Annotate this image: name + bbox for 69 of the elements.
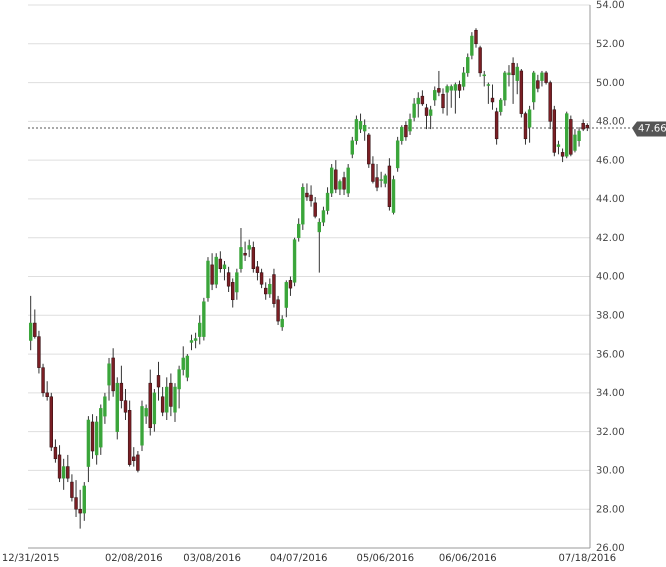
candlestick [433,86,436,106]
y-tick-label: 40.00 [596,272,625,283]
y-tick-label: 32.00 [596,426,625,438]
y-tick-label: 48.00 [596,116,625,128]
candlestick [62,458,66,490]
candlestick [404,120,408,142]
candlestick [424,103,428,130]
x-tick-label: 02/08/2016 [104,553,163,564]
candlestick [454,82,458,114]
candlestick [375,164,379,192]
candlestick [482,70,486,87]
y-tick-label: 46.00 [596,155,625,166]
candlestick [450,84,453,108]
candlestick [313,196,317,219]
x-tick-label: 04/07/2016 [270,553,328,564]
candlestick [305,182,309,202]
candlestick [342,171,346,196]
y-tick-label: 54.00 [596,0,625,12]
y-tick-label: 38.00 [596,310,625,322]
candlestick [210,252,214,291]
y-tick-label: 26.00 [596,543,625,554]
candlestick [280,314,284,332]
candlestick [190,334,194,351]
y-tick-label: 52.00 [596,38,625,50]
candlestick [428,105,432,130]
candlestick [334,160,338,194]
y-tick-label: 42.00 [596,232,625,244]
candlestick [560,148,564,163]
candlestick [470,32,474,60]
candlestick [136,450,140,473]
candlestick [556,140,560,155]
candlestick [248,239,251,258]
candlestick [120,365,124,409]
candlestick [582,118,585,132]
candlestick [416,92,420,118]
x-tick-label: 03/08/2016 [183,553,241,564]
candlestick [186,354,190,382]
candlestick [445,84,449,116]
candlestick [516,62,519,95]
candlestick [243,241,247,262]
ref-line-label: 47.66 [638,123,666,134]
candlestick [528,105,532,144]
candlestick [511,56,515,104]
candlestick [536,74,540,93]
candlestick [252,241,256,274]
candlestick [384,173,387,188]
candlestick [28,295,32,351]
candlestick [222,260,226,281]
y-tick-label: 50.00 [596,78,625,89]
x-tick-label: 12/31/2015 [2,553,60,564]
candlestick [78,489,82,530]
y-tick-label: 28.00 [596,504,625,516]
y-tick-label: 44.00 [596,194,625,206]
candlestick [169,372,173,417]
candlestick [338,179,342,196]
candlestick [218,250,222,274]
candlestick [107,357,111,402]
x-tick-label: 06/06/2016 [438,553,497,564]
candlestick [490,84,494,110]
candlestick [486,82,490,104]
candlestick [268,278,272,298]
y-tick-label: 34.00 [596,388,625,400]
x-tick-label: 05/06/2016 [356,553,414,564]
x-tick-label: 07/18/2016 [558,553,616,564]
candlestick [573,128,577,153]
y-tick-label: 30.00 [596,466,625,477]
candlestick [362,118,366,142]
candlestick [379,171,383,188]
y-tick-label: 36.00 [596,349,625,360]
